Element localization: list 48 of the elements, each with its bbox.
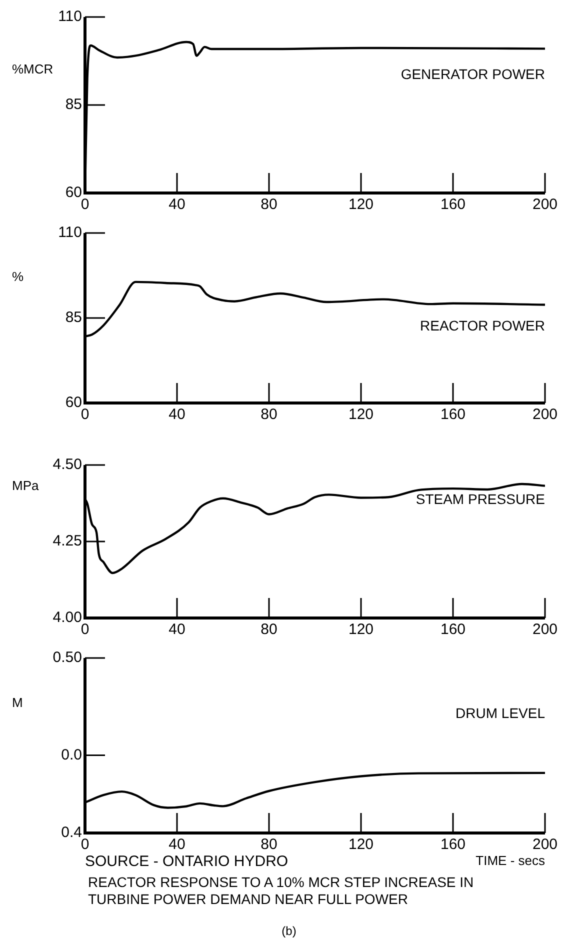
x-tick-label: 160	[440, 406, 466, 424]
x-tick-label: 0	[80, 406, 90, 424]
text: GENERATOR POWER	[400, 66, 545, 82]
y-tick-label: 4.00	[52, 609, 82, 626]
x-tick-label: 120	[348, 406, 374, 424]
text: DRUM LEVEL	[456, 704, 546, 721]
x-tick-label: 0	[80, 621, 90, 638]
x-tick-label: 80	[260, 836, 278, 854]
x-tick-label: 0	[80, 196, 90, 214]
y-tick-label: 110	[58, 8, 82, 26]
x-tick-label: 160	[440, 196, 466, 214]
y-tick-label: 60	[65, 184, 82, 202]
y-tick-label: 0.0	[61, 746, 82, 764]
y-tick-label: 85	[65, 309, 82, 326]
x-tick-label: 120	[348, 196, 374, 214]
x-tick-label: 40	[168, 621, 186, 638]
x-tick-label: 200	[532, 196, 558, 214]
x-tick-label: 80	[260, 406, 278, 424]
x-tick-label: 120	[348, 621, 374, 638]
x-tick-label: 40	[168, 836, 186, 854]
y-tick-label: 0.4	[61, 824, 82, 842]
y-axis-title: %MCR	[12, 61, 54, 76]
x-tick-label: 160	[440, 836, 466, 854]
y-axis-title: %	[12, 268, 24, 284]
x-tick-label: 200	[532, 836, 558, 854]
x-tick-label: 40	[168, 406, 186, 424]
y-tick-label: 110	[58, 224, 82, 242]
x-axis-title: TIME - secs	[476, 853, 545, 870]
x-tick-label: 120	[348, 836, 374, 854]
y-axis-title: M	[12, 695, 23, 710]
y-axis-title: MPa	[12, 478, 40, 493]
x-tick-label: 0	[80, 836, 90, 854]
text: REACTOR RESPONSE TO A 10% MCR STEP INCREASE IN TURBINE POWER DEMAND NEAR FULL POWER	[88, 874, 475, 908]
text: (b)	[280, 924, 298, 938]
x-tick-label: 160	[440, 621, 466, 638]
y-tick-label: 60	[65, 394, 82, 412]
y-tick-label: 4.25	[52, 532, 82, 550]
x-tick-label: 200	[532, 621, 558, 638]
x-tick-label: 80	[260, 196, 278, 214]
x-tick-label: 40	[168, 196, 186, 214]
text: REACTOR POWER	[420, 317, 545, 334]
y-tick-label: 85	[65, 96, 82, 114]
text: STEAM PRESSURE	[416, 491, 545, 508]
source-note: SOURCE - ONTARIO HYDRO	[85, 853, 288, 870]
y-tick-label: 0.50	[52, 649, 82, 666]
x-tick-label: 200	[532, 406, 558, 424]
x-tick-label: 80	[260, 621, 278, 638]
y-tick-label: 4.50	[52, 456, 82, 474]
